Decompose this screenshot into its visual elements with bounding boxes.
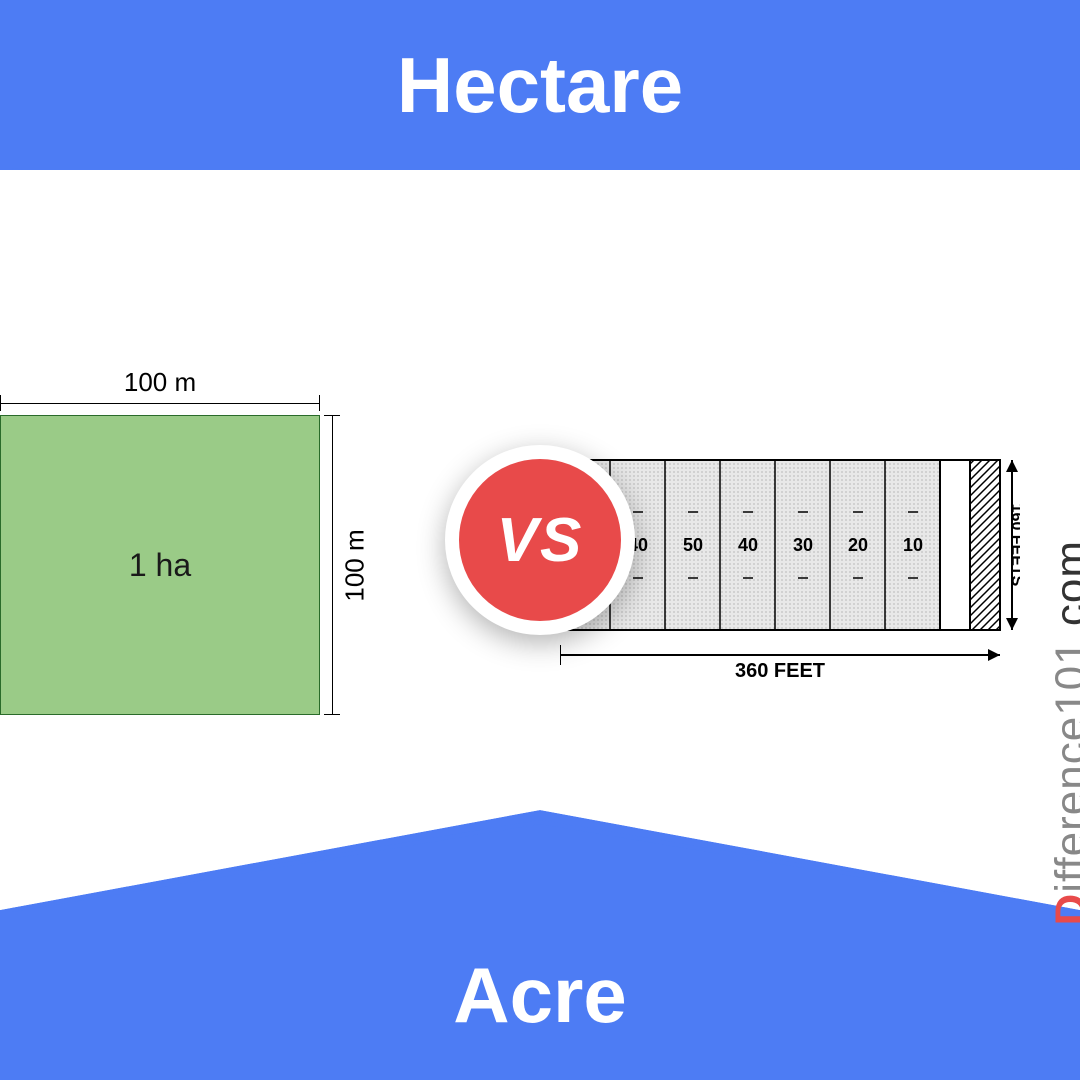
hectare-area-label: 1 ha (129, 547, 191, 584)
svg-text:50: 50 (683, 535, 703, 555)
hectare-square: 1 ha (0, 415, 320, 715)
header-title: Hectare (397, 40, 683, 131)
header-banner: Hectare (0, 0, 1080, 170)
acre-gap (940, 460, 970, 630)
watermark: Difference101.com (1047, 540, 1080, 926)
svg-text:40: 40 (738, 535, 758, 555)
svg-text:20: 20 (848, 535, 868, 555)
vs-text: VS (497, 505, 584, 576)
watermark-rest: ifference101 (1047, 639, 1080, 892)
acre-height-label: 160 FEETS (1008, 504, 1020, 587)
hectare-height-dimline (332, 415, 333, 715)
watermark-letter: D (1047, 893, 1080, 926)
hectare-height-label-wrap: 100 m (340, 415, 370, 715)
page: Hectare 100 m 1 ha 100 m (0, 0, 1080, 1080)
hectare-diagram: 100 m 1 ha 100 m (0, 365, 400, 765)
footer-banner: Acre (0, 910, 1080, 1080)
svg-text:10: 10 (903, 535, 923, 555)
hectare-width-label: 100 m (0, 367, 320, 398)
acre-height-dim: 160 FEETS (1006, 460, 1020, 630)
acre-width-label: 360 FEET (735, 660, 825, 682)
hectare-height-label: 100 m (340, 529, 371, 601)
footer-title: Acre (453, 950, 626, 1041)
vs-badge: VS (445, 445, 635, 635)
hectare-width-dimline (0, 403, 320, 404)
svg-text:30: 30 (793, 535, 813, 555)
watermark-tld: .com (1047, 540, 1080, 639)
acre-endzone (970, 460, 1000, 630)
acre-width-dim: 360 FEET (560, 645, 1000, 682)
